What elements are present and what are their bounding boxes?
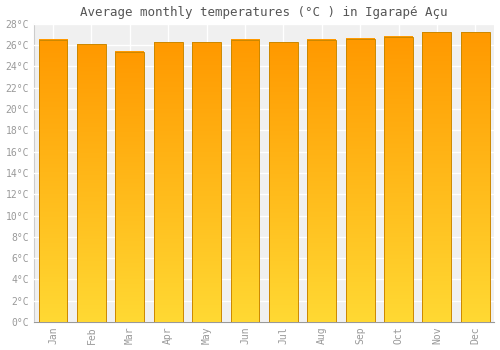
Bar bbox=[384, 37, 413, 322]
Bar bbox=[192, 42, 221, 322]
Bar bbox=[269, 42, 298, 322]
Bar bbox=[154, 42, 182, 322]
Bar bbox=[461, 33, 490, 322]
Bar bbox=[346, 39, 374, 322]
Bar bbox=[230, 40, 260, 322]
Bar bbox=[77, 44, 106, 322]
Bar bbox=[422, 33, 452, 322]
Bar bbox=[116, 51, 144, 322]
Bar bbox=[308, 40, 336, 322]
Title: Average monthly temperatures (°C ) in Igarapé Açu: Average monthly temperatures (°C ) in Ig… bbox=[80, 6, 448, 19]
Bar bbox=[38, 40, 68, 322]
